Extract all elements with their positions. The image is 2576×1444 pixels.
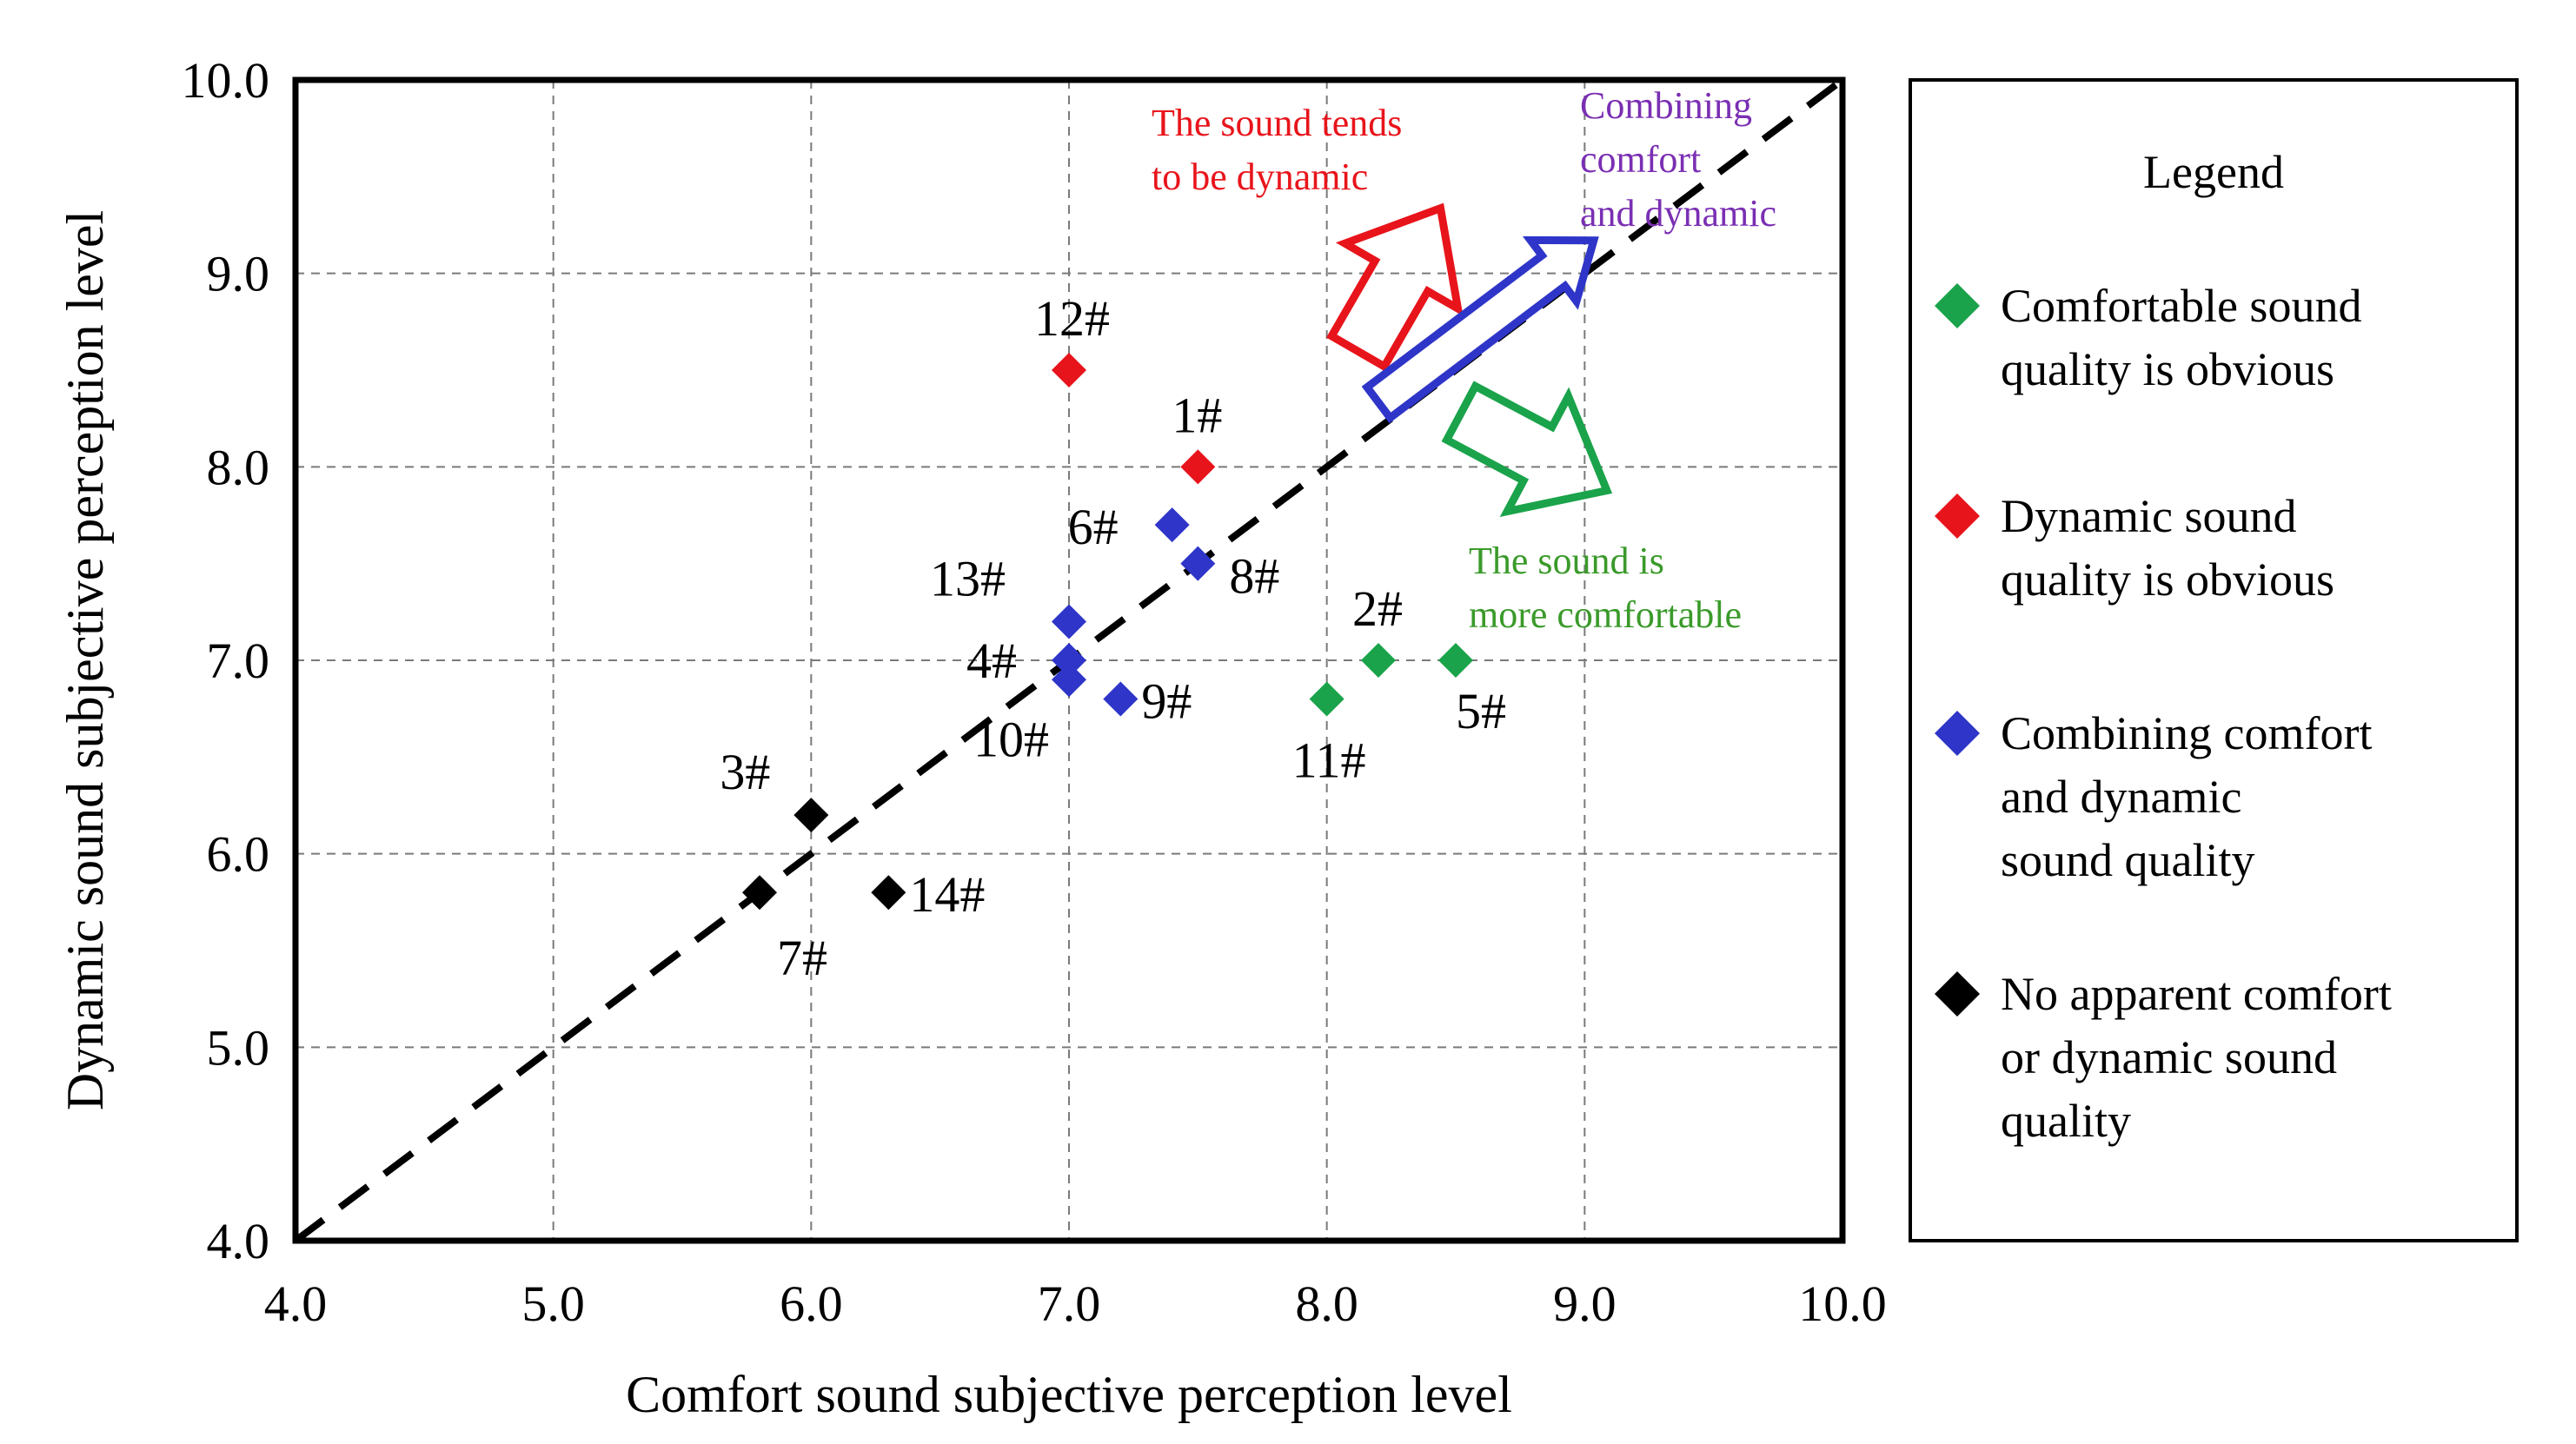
x-tick-label: 6.0 — [780, 1275, 843, 1332]
legend-marker-dynamic — [1935, 493, 1980, 539]
x-tick-label: 9.0 — [1553, 1275, 1617, 1332]
x-tick-label: 10.0 — [1798, 1275, 1887, 1332]
data-label: 10# — [973, 711, 1049, 767]
data-label: 13# — [930, 550, 1006, 606]
x-tick-label: 5.0 — [521, 1275, 585, 1332]
annotation-both-note-line: comfort — [1580, 138, 1701, 181]
data-point-8 — [1180, 546, 1216, 581]
plot-frame — [292, 76, 1846, 1244]
data-label: 6# — [1068, 499, 1119, 555]
annotation-both-note-line: Combining — [1580, 84, 1752, 127]
legend-entry-comfort-line: Comfortable sound — [2001, 280, 2361, 332]
legend-title: Legend — [2143, 146, 2284, 198]
data-label: 2# — [1352, 580, 1403, 637]
legend-marker-both — [1935, 711, 1980, 756]
data-point-4 — [1052, 643, 1086, 678]
legend-entry-both-line: sound quality — [2001, 834, 2255, 886]
data-label: 1# — [1172, 387, 1222, 443]
data-label: 14# — [909, 866, 985, 923]
legend-entry-both-line: Combining comfort — [2001, 707, 2372, 759]
data-label: 8# — [1229, 548, 1279, 605]
data-point-1 — [1180, 449, 1216, 485]
combined-direction-arrow — [1361, 235, 1599, 424]
legend-entry-both-line: and dynamic — [2001, 771, 2241, 823]
legend-box — [1909, 78, 2519, 1242]
y-axis-title: Dynamic sound subjective perception leve… — [56, 210, 114, 1110]
data-point-7 — [742, 875, 777, 911]
y-tick-label: 7.0 — [207, 633, 270, 689]
data-point-6 — [1154, 507, 1190, 543]
data-label: 5# — [1456, 683, 1506, 739]
data-point-10 — [1052, 662, 1086, 698]
annotation-both-note-line: and dynamic — [1580, 192, 1776, 235]
data-label: 3# — [720, 744, 770, 800]
data-point-14 — [871, 875, 906, 911]
x-tick-label: 4.0 — [264, 1275, 328, 1332]
legend-marker-comfort — [1935, 283, 1980, 328]
y-tick-label: 6.0 — [207, 826, 270, 883]
legend-entry-dynamic-line: Dynamic sound — [2001, 490, 2296, 542]
data-point-3 — [793, 798, 829, 833]
x-tick-label: 7.0 — [1038, 1275, 1101, 1332]
legend-entry-none-line: quality — [2001, 1095, 2131, 1147]
y-tick-label: 10.0 — [182, 52, 270, 109]
x-tick-label: 8.0 — [1295, 1275, 1358, 1332]
legend-entry-dynamic-line: quality is obvious — [2001, 553, 2334, 606]
data-point-9 — [1103, 681, 1139, 717]
dynamic-direction-arrow — [1326, 202, 1464, 372]
data-point-5 — [1438, 643, 1473, 678]
comfort-direction-arrow — [1441, 381, 1613, 517]
annotation-dynamic-note-line: The sound tends — [1152, 102, 1402, 144]
y-tick-label: 9.0 — [207, 246, 270, 302]
y-tick-label: 4.0 — [207, 1213, 270, 1269]
legend-entry-none-line: or dynamic sound — [2001, 1031, 2337, 1083]
data-label: 9# — [1141, 673, 1192, 730]
data-label: 12# — [1034, 290, 1110, 347]
annotation-dynamic-note-line: to be dynamic — [1152, 156, 1368, 198]
legend-marker-none — [1935, 971, 1980, 1017]
annotation-comfort-note-line: more comfortable — [1469, 593, 1742, 636]
data-label: 7# — [777, 930, 827, 986]
annotation-comfort-note-line: The sound is — [1469, 540, 1664, 582]
data-point-12 — [1052, 353, 1086, 387]
y-tick-label: 5.0 — [207, 1019, 270, 1076]
data-point-13 — [1052, 604, 1086, 639]
legend-entry-comfort-line: quality is obvious — [2001, 343, 2334, 395]
y-tick-label: 8.0 — [207, 439, 270, 495]
x-axis-title: Comfort sound subjective perception leve… — [626, 1366, 1512, 1423]
data-point-2 — [1361, 643, 1396, 678]
data-point-11 — [1309, 681, 1344, 717]
legend-entry-none-line: No apparent comfort — [2001, 968, 2392, 1020]
data-label: 11# — [1292, 732, 1366, 789]
data-label: 4# — [966, 633, 1017, 689]
